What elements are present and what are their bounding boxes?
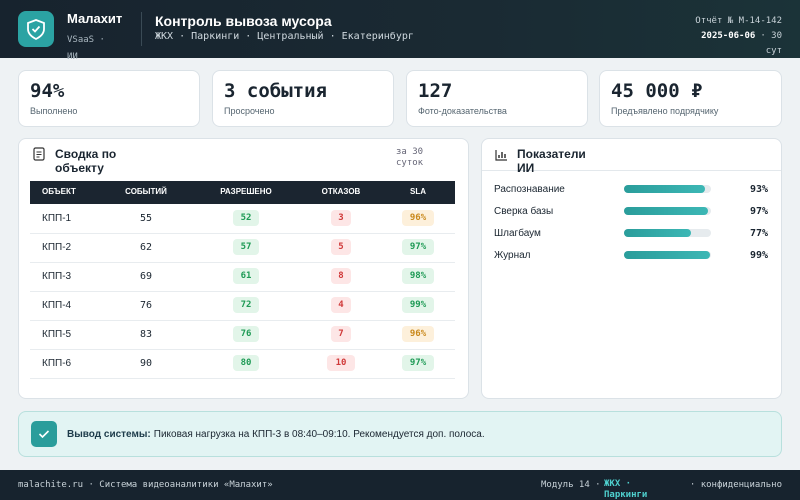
bar — [624, 251, 711, 259]
row-divider — [30, 378, 455, 379]
column-header: ОТКАЗОВ — [321, 187, 361, 196]
column-header: РАЗРЕШЕНО — [220, 187, 272, 196]
metric-label: Журнал — [494, 250, 531, 261]
metric-value: 97% — [749, 206, 768, 217]
metric-value: 99% — [749, 250, 768, 261]
table-header — [30, 181, 455, 204]
badge: 5 — [331, 239, 351, 255]
report-range: · 30 сут — [760, 31, 782, 56]
metric-value: 77% — [749, 228, 768, 239]
chart-icon — [495, 148, 508, 166]
badge: 8 — [331, 268, 351, 284]
metric-label: Шлагбаум — [494, 228, 541, 239]
header-divider — [141, 12, 142, 46]
report-date: 2025-06-06 — [701, 31, 756, 41]
events: 83 — [139, 329, 153, 340]
panel-title: Показатели ИИ — [517, 147, 586, 175]
column-header: СОБЫТИЙ — [125, 187, 167, 196]
footer-module: Модуль 14 · — [541, 480, 601, 490]
footer-left: malachite.ru · Система видеоаналитики «М… — [18, 480, 273, 490]
kpi-card: 45 000 ₽ Предъявлено подрядчику — [599, 70, 782, 127]
kpi-value: 127 — [418, 80, 453, 102]
row-divider — [30, 233, 455, 234]
alert-body: Пиковая нагрузка на КПП-3 в 08:40–09:10.… — [153, 429, 485, 440]
badge: 61 — [233, 268, 259, 284]
report-id: Отчёт № M-14-142 — [695, 16, 782, 26]
right-divider — [482, 170, 781, 171]
kpi-label: Просрочено — [224, 106, 275, 116]
kpi-card: 94% Выполнено — [18, 70, 200, 127]
bar — [624, 229, 691, 237]
badge: 99% — [402, 297, 434, 313]
badge: 57 — [233, 239, 259, 255]
badge: 96% — [402, 326, 434, 342]
metric-value: 93% — [749, 184, 768, 195]
kpi-card: 3 события Просрочено — [212, 70, 394, 127]
kpi-label: Предъявлено подрядчику — [611, 106, 719, 116]
badge: 98% — [402, 268, 434, 284]
events: 69 — [139, 271, 153, 282]
badge: 72 — [233, 297, 259, 313]
column-header: SLA — [410, 187, 426, 196]
kpi-card: 127 Фото-доказательства — [406, 70, 588, 127]
right-panel — [481, 138, 782, 399]
row-divider — [30, 262, 455, 263]
object-name: КПП-5 — [42, 329, 72, 340]
logo — [18, 11, 54, 47]
events: 90 — [139, 358, 153, 369]
events: 76 — [139, 300, 153, 311]
object-name: КПП-3 — [42, 271, 72, 282]
object-name: КПП-4 — [42, 300, 72, 311]
report-period: 2025-06-06 · 30 сут — [682, 29, 782, 59]
footer-note: · конфиденциально — [689, 480, 782, 490]
footer — [0, 470, 800, 500]
object-name: КПП-1 — [42, 213, 72, 224]
events: 55 — [139, 213, 153, 224]
badge: 52 — [233, 210, 259, 226]
object-name: КПП-6 — [42, 358, 72, 369]
alert — [18, 411, 782, 457]
alert-title: Вывод системы: — [67, 429, 151, 440]
kpi-value: 45 000 ₽ — [611, 80, 703, 102]
kpi-label: Фото-доказательства — [418, 106, 507, 116]
page-subtitle: ЖКХ · Паркинги · Центральный · Екатеринб… — [155, 31, 414, 42]
alert-text: Вывод системы: Пиковая нагрузка на КПП-3 … — [67, 428, 487, 442]
panel-title: Сводка по объекту — [55, 147, 117, 175]
object-name: КПП-2 — [42, 242, 72, 253]
badge: 96% — [402, 210, 434, 226]
badge: 80 — [233, 355, 259, 371]
panel-period: за 30 суток — [396, 147, 424, 168]
events: 62 — [139, 242, 153, 253]
kpi-value: 3 события — [224, 80, 327, 102]
metric-label: Сверка базы — [494, 206, 554, 217]
bar — [624, 185, 705, 193]
badge: 4 — [331, 297, 351, 313]
row-divider — [30, 349, 455, 350]
metric-label: Распознавание — [494, 184, 565, 195]
column-header: ОБЪЕКТ — [42, 187, 76, 196]
kpi-label: Выполнено — [30, 106, 78, 116]
brand-tag: VSaaS · ИИ — [67, 35, 105, 62]
header — [0, 0, 800, 58]
doc-icon — [33, 147, 45, 166]
badge: 10 — [327, 355, 355, 371]
row-divider — [30, 320, 455, 321]
logo-icon — [27, 19, 45, 41]
brand: Малахит — [67, 11, 123, 26]
badge: 7 — [331, 326, 351, 342]
badge: 76 — [233, 326, 259, 342]
row-divider — [30, 291, 455, 292]
alert-icon — [31, 421, 57, 447]
kpi-value: 94% — [30, 80, 65, 102]
page-title: Контроль вывоза мусора — [155, 13, 332, 29]
footer-section: ЖКХ · Паркинги — [604, 479, 648, 500]
bar — [624, 207, 709, 215]
badge: 97% — [402, 355, 434, 371]
badge: 97% — [402, 239, 434, 255]
badge: 3 — [331, 210, 351, 226]
